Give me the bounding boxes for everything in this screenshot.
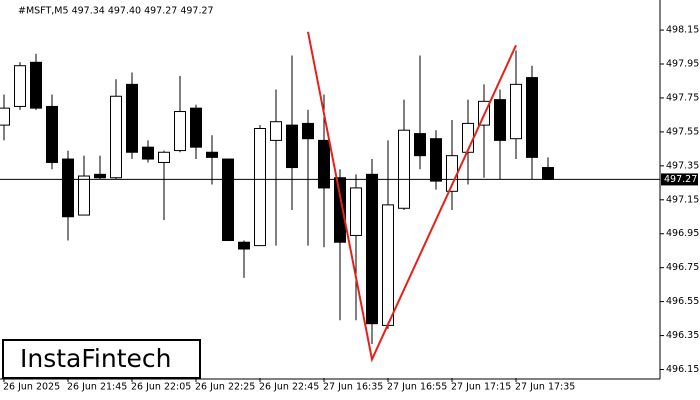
candle-body <box>414 133 426 157</box>
candle-body <box>510 83 522 140</box>
candle-body <box>398 129 410 209</box>
candle-body <box>270 121 282 141</box>
x-tick-label: 27 Jun 16:55 <box>387 382 447 393</box>
pattern-line <box>307 31 517 363</box>
current-price-box <box>661 173 698 186</box>
candle-body <box>302 122 314 140</box>
x-tick-label: 26 Jun 22:45 <box>259 382 319 393</box>
candle-body <box>254 128 266 247</box>
candle-body <box>126 83 138 153</box>
candle-body <box>142 146 154 160</box>
y-tick-label: 496.95 <box>666 228 699 239</box>
candle-body <box>334 177 346 243</box>
y-tick-label: 496.75 <box>666 262 699 273</box>
candle-body <box>286 124 298 169</box>
x-tick-label: 27 Jun 16:35 <box>323 382 383 393</box>
candle-body <box>158 151 170 163</box>
candle-body <box>0 107 10 126</box>
logo-box <box>2 339 201 379</box>
y-tick-label: 497.55 <box>666 126 699 137</box>
y-tick-label: 497.95 <box>666 59 699 70</box>
candle-body <box>46 105 58 163</box>
candle-body <box>222 158 234 242</box>
candle-body <box>494 99 506 141</box>
y-tick-label: 496.55 <box>666 296 699 307</box>
y-tick-label: 496.15 <box>666 364 699 375</box>
x-tick-label: 27 Jun 17:15 <box>451 382 511 393</box>
candle-body <box>190 107 202 148</box>
candle-body <box>238 241 250 250</box>
current-price-label: 497.27 <box>664 174 697 185</box>
candle-body <box>366 173 378 325</box>
y-tick-label: 497.75 <box>666 92 699 103</box>
candle-body <box>430 138 442 182</box>
candle-body <box>94 173 106 179</box>
y-tick-label: 496.35 <box>666 330 699 341</box>
x-tick-label: 26 Jun 22:25 <box>195 382 255 393</box>
candle-body <box>62 158 74 218</box>
candle-body <box>174 111 186 152</box>
candle-body <box>382 204 394 326</box>
y-tick-label: 497.15 <box>666 194 699 205</box>
x-tick-label: 26 Jun 22:05 <box>131 382 191 393</box>
candle-body <box>542 167 554 180</box>
x-tick-label: 27 Jun 17:35 <box>515 382 575 393</box>
y-tick-label: 498.15 <box>666 25 699 36</box>
x-tick-label: 26 Jun 2025 <box>3 382 60 393</box>
candle-body <box>78 175 90 216</box>
candle-body <box>318 139 330 189</box>
candle-body <box>526 77 538 158</box>
x-tick-label: 26 Jun 21:45 <box>67 382 127 393</box>
chart-title: #MSFT,M5 497.34 497.40 497.27 497.27 <box>18 6 214 17</box>
candle-body <box>206 151 218 158</box>
candle-body <box>14 65 26 107</box>
candle-body <box>110 95 122 179</box>
candle-body <box>30 61 42 109</box>
logo: InstaFintech <box>20 344 172 373</box>
candle-body <box>350 187 362 236</box>
y-tick-label: 497.35 <box>666 160 699 171</box>
